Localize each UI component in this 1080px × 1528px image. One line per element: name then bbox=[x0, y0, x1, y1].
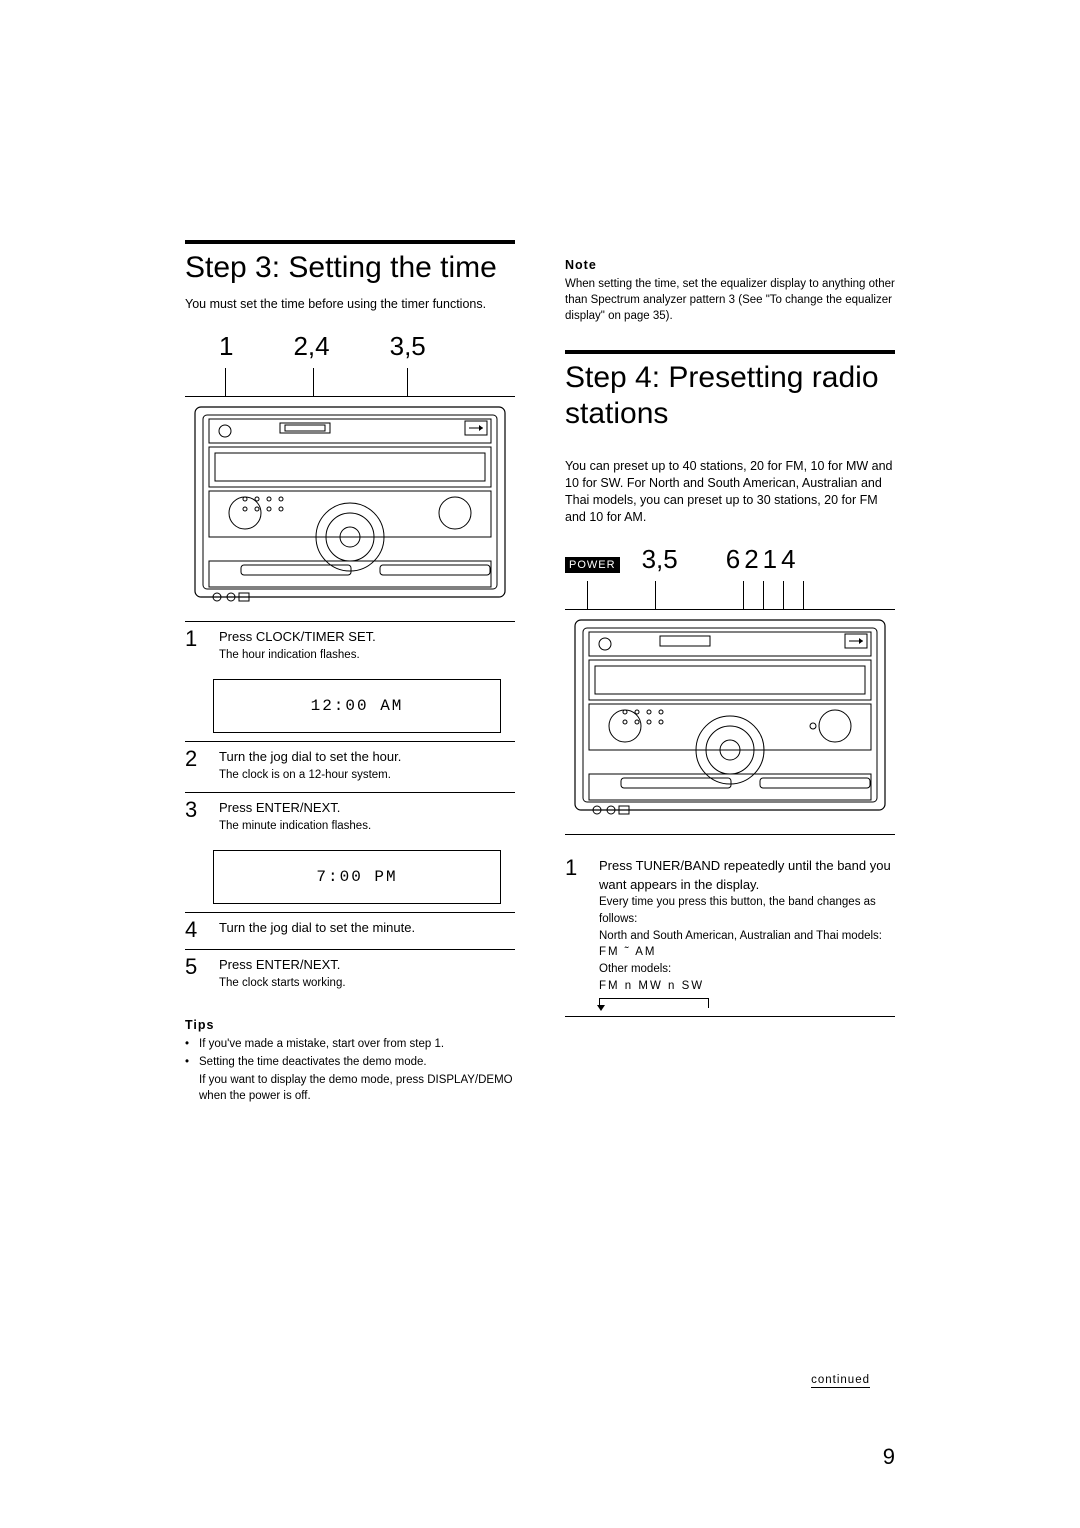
lcd-display-1: 12:00 AM bbox=[213, 679, 501, 733]
step-5-main: Press ENTER/NEXT. bbox=[219, 956, 515, 975]
step-4: 4 Turn the jog dial to set the minute. bbox=[185, 913, 515, 950]
callout-35: 3,5 bbox=[390, 331, 426, 362]
step-5: 5 Press ENTER/NEXT. The clock starts wor… bbox=[185, 950, 515, 1000]
step-3: 3 Press ENTER/NEXT. The minute indicatio… bbox=[185, 793, 515, 843]
step-num-2: 2 bbox=[185, 748, 205, 784]
device-illustration-step3 bbox=[185, 396, 515, 607]
step-1-main: Press CLOCK/TIMER SET. bbox=[219, 628, 515, 647]
callout-24: 2,4 bbox=[293, 331, 329, 362]
tip-2: Setting the time deactivates the demo mo… bbox=[199, 1054, 427, 1070]
right-column: Note When setting the time, set the equa… bbox=[565, 240, 895, 1106]
lcd-display-2: 7:00 PM bbox=[213, 850, 501, 904]
note-body: When setting the time, set the equalizer… bbox=[565, 276, 895, 324]
continued-label: continued bbox=[811, 1374, 870, 1388]
power-badge: POWER bbox=[565, 557, 620, 573]
step4-callouts: POWER 3,5 6 2 1 4 bbox=[565, 544, 895, 575]
lcd-1-text: 12:00 AM bbox=[311, 697, 404, 715]
page-number: 9 bbox=[883, 1444, 895, 1470]
section-rule-2 bbox=[565, 350, 895, 354]
step4-1-main: Press TUNER/BAND repeatedly until the ba… bbox=[599, 857, 895, 895]
step-1: 1 Press CLOCK/TIMER SET. The hour indica… bbox=[185, 622, 515, 672]
band-cycle-arrow-icon bbox=[599, 998, 709, 1008]
tips-heading: Tips bbox=[185, 1018, 515, 1032]
callout-r-35: 3,5 bbox=[642, 544, 678, 575]
stereo-device-icon bbox=[185, 397, 515, 607]
step-2: 2 Turn the jog dial to set the hour. The… bbox=[185, 742, 515, 793]
step4-1-sub3: Other models: bbox=[599, 961, 895, 978]
step3-callouts: 1 2,4 3,5 bbox=[185, 331, 515, 362]
section-rule bbox=[185, 240, 515, 244]
step3-title: Step 3: Setting the time bbox=[185, 250, 515, 286]
callout-r-6: 6 bbox=[726, 544, 740, 575]
step4-num-1: 1 bbox=[565, 857, 585, 1008]
lcd-2-text: 7:00 PM bbox=[316, 868, 397, 886]
callout-1: 1 bbox=[219, 331, 233, 362]
step-num-5: 5 bbox=[185, 956, 205, 992]
step4-step1: 1 Press TUNER/BAND repeatedly until the … bbox=[565, 851, 895, 1017]
step-5-sub: The clock starts working. bbox=[219, 975, 515, 992]
band-na: FM ˜ AM bbox=[599, 944, 895, 961]
step-2-main: Turn the jog dial to set the hour. bbox=[219, 748, 515, 767]
step-2-sub: The clock is on a 12-hour system. bbox=[219, 767, 515, 784]
band-other: FM n MW n SW bbox=[599, 978, 895, 995]
step4-1-sub2: North and South American, Australian and… bbox=[599, 928, 895, 945]
note-heading: Note bbox=[565, 258, 895, 272]
tip-1: If you've made a mistake, start over fro… bbox=[199, 1036, 444, 1052]
callout-r-1: 1 bbox=[763, 544, 777, 575]
callout-leader-lines-right bbox=[565, 581, 895, 609]
step-4-main: Turn the jog dial to set the minute. bbox=[219, 919, 515, 938]
device-illustration-step4 bbox=[565, 609, 895, 820]
step-1-sub: The hour indication flashes. bbox=[219, 647, 515, 664]
stereo-device-icon bbox=[565, 610, 895, 820]
step4-intro: You can preset up to 40 stations, 20 for… bbox=[565, 458, 895, 526]
step-num-1: 1 bbox=[185, 628, 205, 664]
left-column: Step 3: Setting the time You must set th… bbox=[185, 240, 515, 1106]
step4-title: Step 4: Presetting radio stations bbox=[565, 360, 895, 432]
step-3-sub: The minute indication flashes. bbox=[219, 818, 515, 835]
callout-r-2: 2 bbox=[744, 544, 758, 575]
step-num-3: 3 bbox=[185, 799, 205, 835]
step-num-4: 4 bbox=[185, 919, 205, 941]
step3-intro: You must set the time before using the t… bbox=[185, 296, 515, 313]
tips-list: •If you've made a mistake, start over fr… bbox=[185, 1036, 515, 1104]
callout-leader-lines bbox=[185, 368, 515, 396]
step4-1-sub1: Every time you press this button, the ba… bbox=[599, 894, 895, 927]
tip-3: If you want to display the demo mode, pr… bbox=[199, 1072, 515, 1104]
step-3-main: Press ENTER/NEXT. bbox=[219, 799, 515, 818]
callout-r-4: 4 bbox=[781, 544, 795, 575]
